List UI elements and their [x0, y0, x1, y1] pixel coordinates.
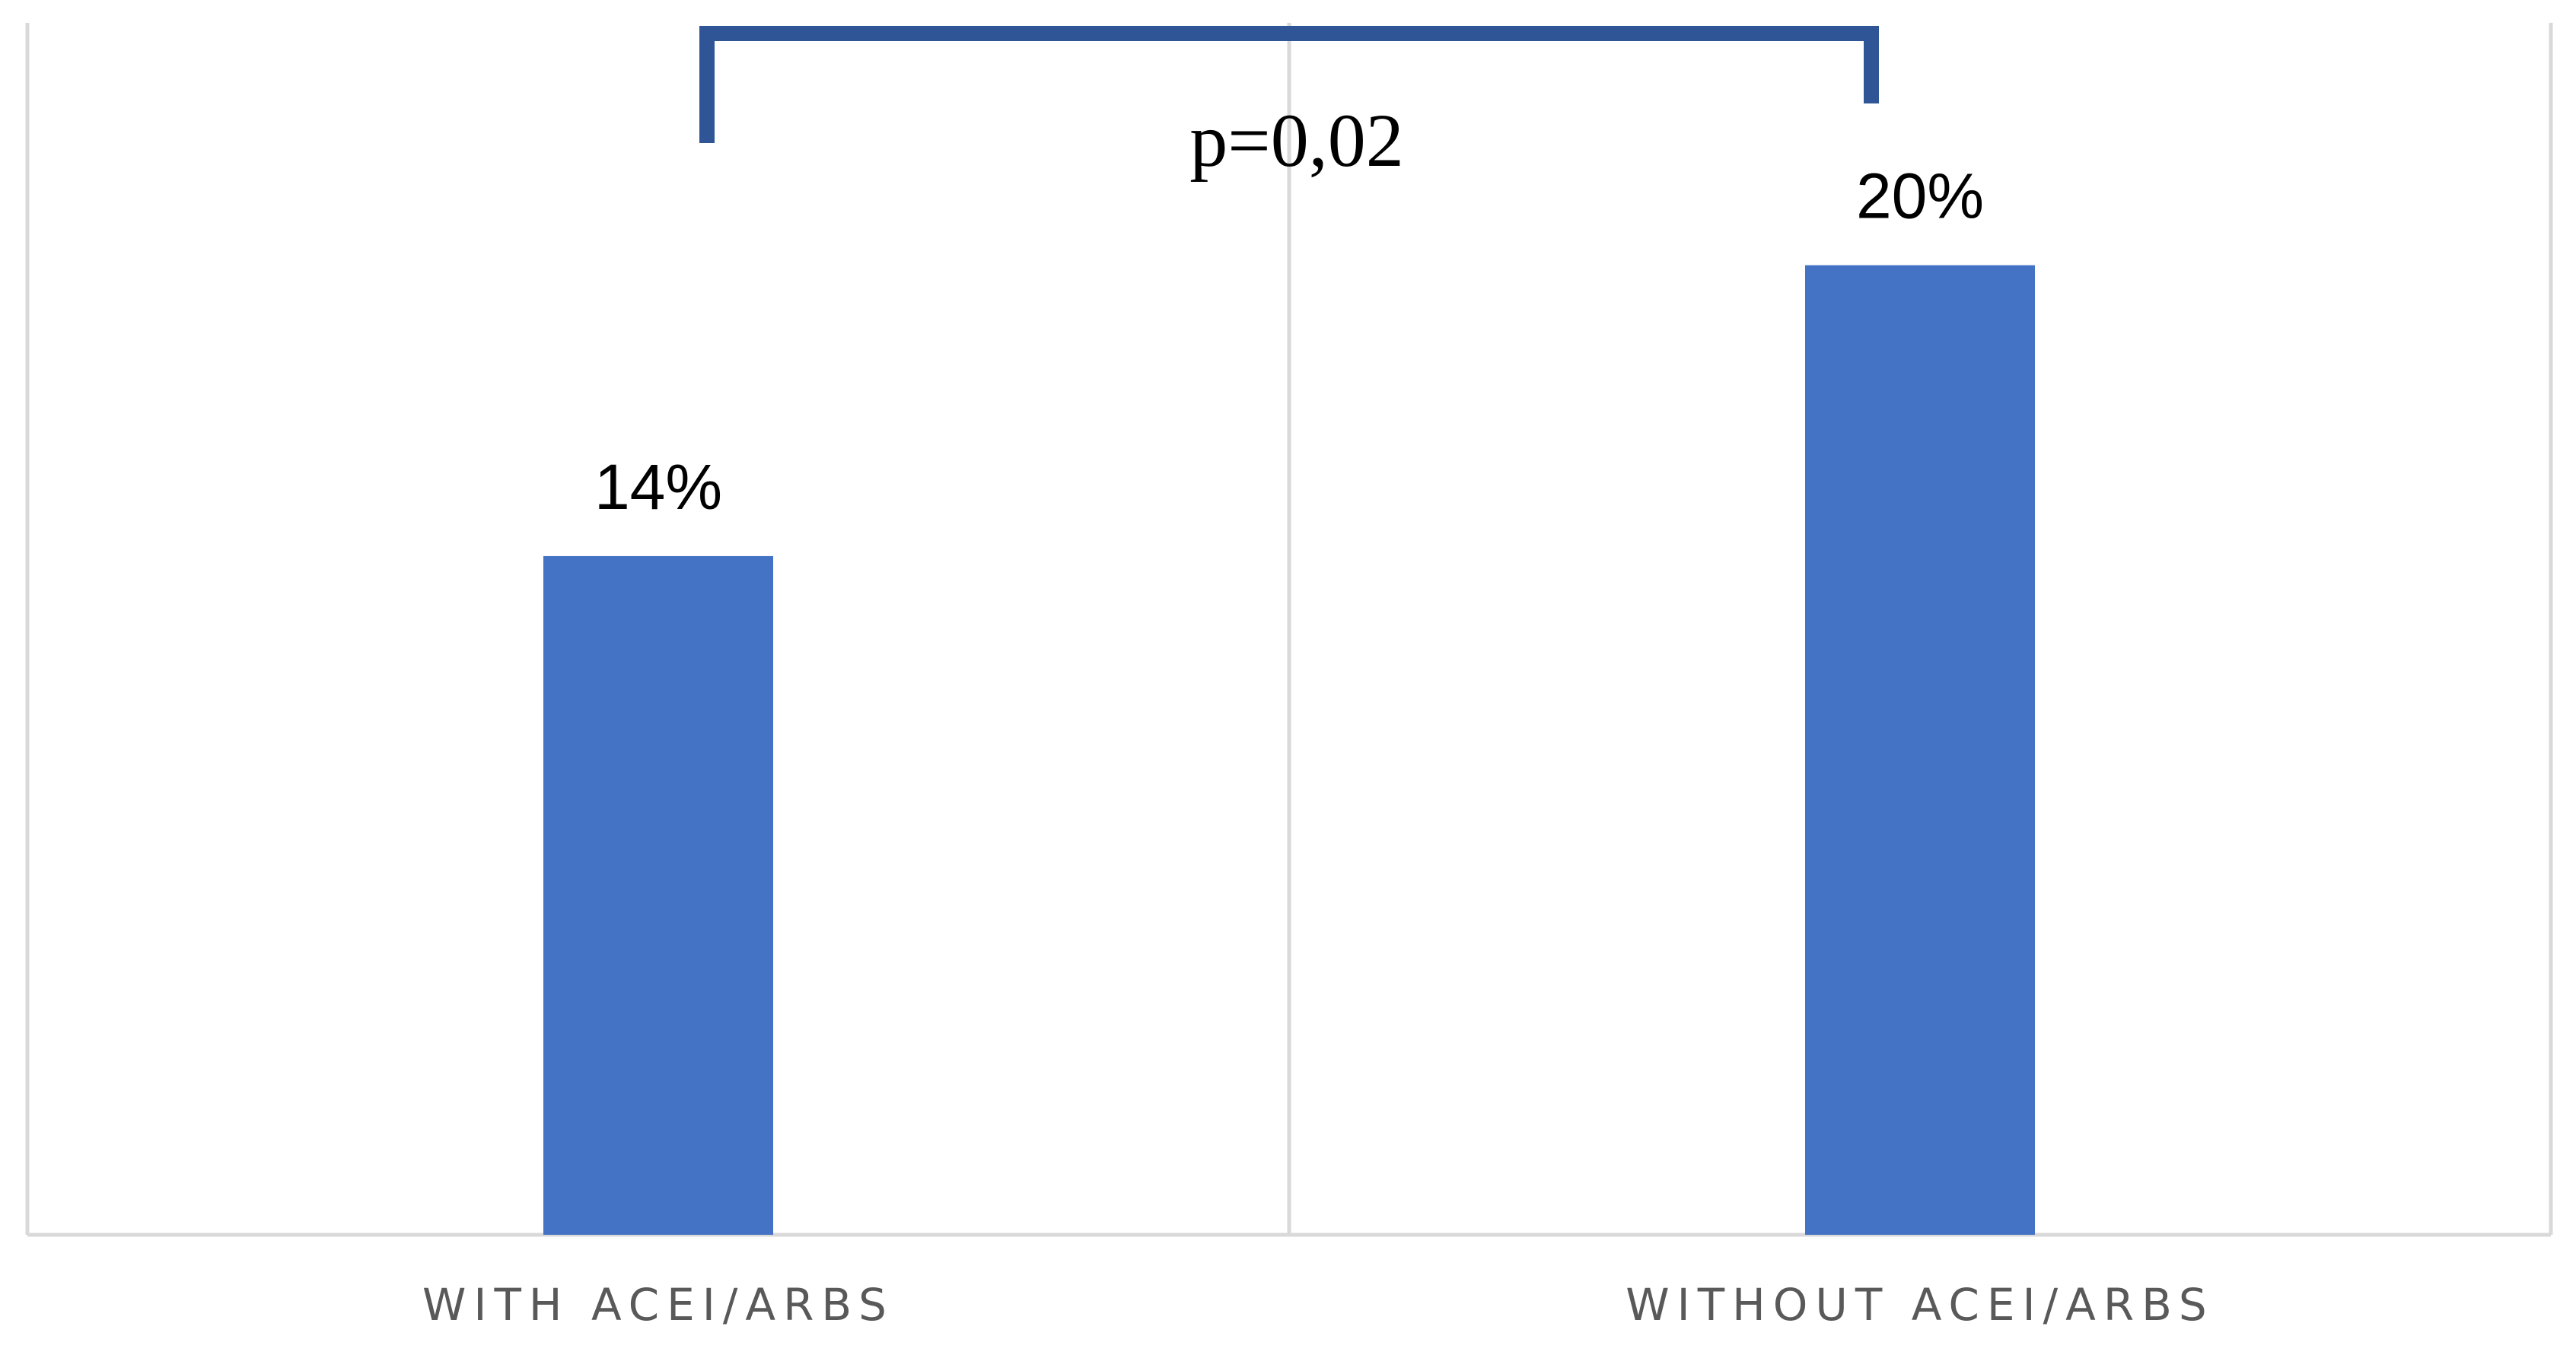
category-label-1: WITH ACEI/ARBS — [422, 1279, 894, 1331]
p-value-annotation: p=0,02 — [1189, 98, 1403, 183]
bar-2 — [1805, 265, 2035, 1236]
bar-1 — [543, 555, 773, 1235]
category-label-2: WITHOUT ACEI/ARBS — [1626, 1279, 2214, 1331]
significance-bracket — [699, 26, 1879, 143]
data-label-1: 14% — [594, 451, 722, 523]
data-label-2: 20% — [1856, 161, 1984, 232]
